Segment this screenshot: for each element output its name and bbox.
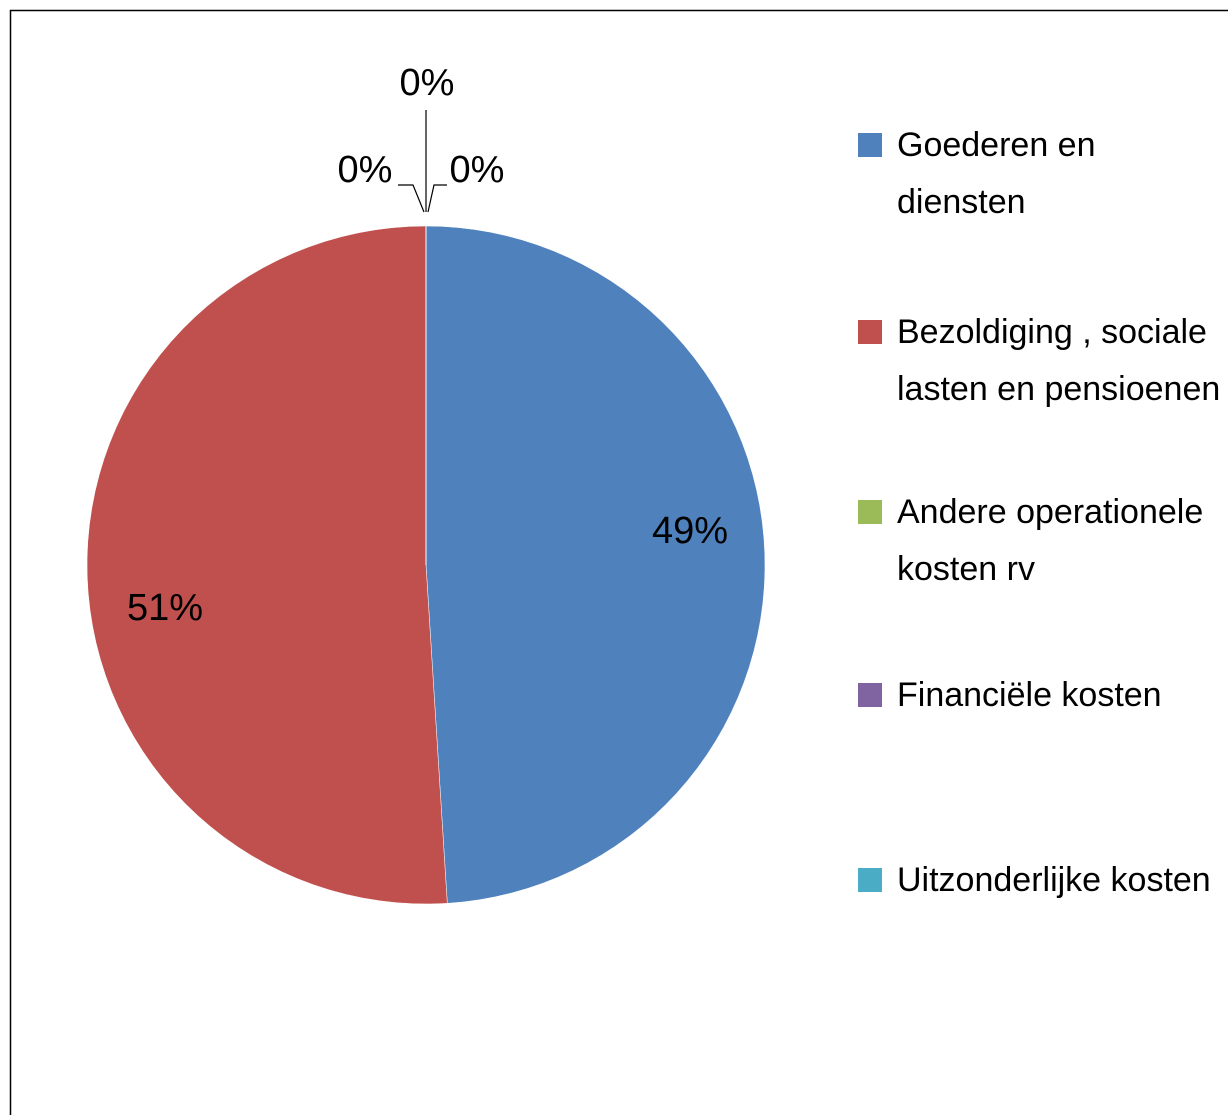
legend-label: Uitzonderlijke kosten xyxy=(897,861,1211,899)
legend-swatch xyxy=(858,133,882,157)
data-label: 0% xyxy=(338,149,393,191)
legend-swatch xyxy=(858,320,882,344)
pie-slice xyxy=(425,225,766,904)
pie-slice xyxy=(86,225,448,905)
legend-item: Goederen en diensten xyxy=(858,117,1228,231)
data-label: 0% xyxy=(400,62,455,104)
legend-swatch xyxy=(858,868,882,892)
legend-label: Goederen en diensten xyxy=(897,126,1096,221)
legend-item: Bezoldiging , sociale lasten en pensioen… xyxy=(858,304,1228,418)
legend-swatch xyxy=(858,683,882,707)
legend-item: Andere operationele kosten rv xyxy=(858,484,1228,598)
legend-label: Andere operationele kosten rv xyxy=(897,493,1204,588)
legend-label: Bezoldiging , sociale lasten en pensioen… xyxy=(897,313,1221,408)
leader-line xyxy=(398,184,425,213)
data-label: 49% xyxy=(652,510,728,552)
legend-label: Financiële kosten xyxy=(897,676,1162,714)
chart-border xyxy=(9,9,1228,1115)
data-label: 0% xyxy=(450,149,505,191)
data-label: 51% xyxy=(127,587,203,629)
legend-swatch xyxy=(858,500,882,524)
legend-item: Uitzonderlijke kosten xyxy=(858,852,1228,909)
leader-line xyxy=(427,184,447,213)
legend-item: Financiële kosten xyxy=(858,667,1228,724)
